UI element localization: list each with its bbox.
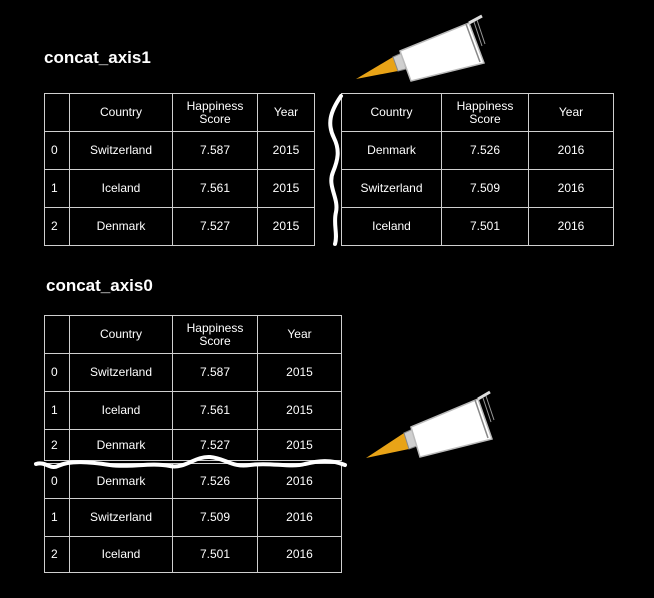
table-row: Iceland 7.501 2016 [341,207,614,246]
tear-line-icon [34,454,347,469]
table-row: 1 Switzerland 7.509 2016 [44,498,342,537]
cell-country: Iceland [69,391,173,430]
cell-country: Denmark [341,131,442,170]
cell-year: 2015 [257,169,315,208]
column-header-country: Country [341,93,442,132]
cell-country: Switzerland [69,353,173,392]
cell-year: 2015 [257,429,342,461]
index-header [44,315,70,354]
cell-country: Iceland [69,169,173,208]
glue-tube-icon [366,390,495,458]
column-header-happiness-score-label: Happiness Score [456,98,514,126]
row-index: 2 [44,429,70,461]
cell-country: Switzerland [69,131,173,170]
table-row: 0 Switzerland 7.587 2015 [44,131,315,170]
table-row: 1 Iceland 7.561 2015 [44,391,342,430]
table-header-row: Country Happiness Score Year [44,93,315,132]
axis0-bottom-table: 0 Denmark 7.526 2016 1 Switzerland 7.509… [44,463,342,573]
cell-year: 2015 [257,207,315,246]
cell-year: 2015 [257,353,342,392]
cell-score: 7.501 [441,207,529,246]
heading-concat-axis1: concat_axis1 [44,48,151,67]
cell-year: 2016 [528,207,614,246]
cell-year: 2016 [257,536,342,573]
cell-score: 7.587 [172,131,258,170]
row-index: 0 [44,463,70,499]
tear-line-icon [328,94,343,246]
cell-country: Iceland [341,207,442,246]
column-header-happiness-score: Happiness Score [172,315,258,354]
column-header-happiness-score-label: Happiness Score [186,98,244,126]
cell-year: 2015 [257,131,315,170]
table-row: 2 Iceland 7.501 2016 [44,536,342,573]
table-row: 2 Denmark 7.527 2015 [44,207,315,246]
table-row: 2 Denmark 7.527 2015 [44,429,342,461]
cell-year: 2016 [528,131,614,170]
cell-year: 2015 [257,391,342,430]
row-index: 1 [44,169,70,208]
row-index: 1 [44,391,70,430]
glue-tube-icon [356,14,486,82]
column-header-year: Year [257,315,342,354]
column-header-year: Year [257,93,315,132]
cell-country: Switzerland [69,498,173,537]
cell-country: Denmark [69,207,173,246]
column-header-happiness-score-label: Happiness Score [186,320,244,348]
row-index: 0 [44,353,70,392]
cell-score: 7.509 [172,498,258,537]
cell-year: 2016 [257,498,342,537]
table-row: Denmark 7.526 2016 [341,131,614,170]
cell-year: 2016 [528,169,614,208]
axis0-top-table: Country Happiness Score Year 0 Switzerla… [44,315,342,461]
axis1-right-table: Country Happiness Score Year Denmark 7.5… [341,93,614,246]
table-row: 1 Iceland 7.561 2015 [44,169,315,208]
row-index: 2 [44,207,70,246]
table-row: 0 Switzerland 7.587 2015 [44,353,342,392]
axis1-left-table: Country Happiness Score Year 0 Switzerla… [44,93,315,246]
cell-score: 7.527 [172,207,258,246]
cell-country: Denmark [69,429,173,461]
table-header-row: Country Happiness Score Year [341,93,614,132]
cell-score: 7.501 [172,536,258,573]
cell-score: 7.527 [172,429,258,461]
cell-country: Switzerland [341,169,442,208]
table-row: 0 Denmark 7.526 2016 [44,463,342,499]
column-header-country: Country [69,93,173,132]
table-header-row: Country Happiness Score Year [44,315,342,354]
table-row: Switzerland 7.509 2016 [341,169,614,208]
heading-concat-axis0: concat_axis0 [46,276,153,295]
cell-score: 7.526 [441,131,529,170]
